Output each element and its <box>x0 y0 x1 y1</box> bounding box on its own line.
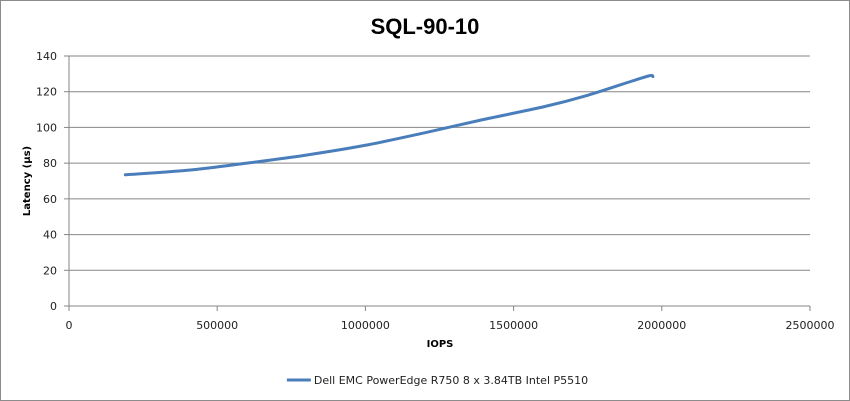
axes <box>68 56 810 307</box>
y-tick-label: 40 <box>43 229 57 242</box>
legend: Dell EMC PowerEdge R750 8 x 3.84TB Intel… <box>286 374 588 387</box>
y-tick-label: 60 <box>43 193 57 206</box>
y-tick-label: 0 <box>50 300 57 313</box>
legend-label: Dell EMC PowerEdge R750 8 x 3.84TB Intel… <box>314 374 588 387</box>
series-line <box>123 73 655 177</box>
x-tick-label: 0 <box>66 319 73 332</box>
x-tick-label: 2000000 <box>637 319 686 332</box>
y-tick-label: 80 <box>43 157 57 170</box>
x-tick-labels: 0 500000 1000000 1500000 2000000 2500000 <box>66 306 835 332</box>
series-layer <box>123 73 655 177</box>
y-tick-label: 140 <box>36 50 57 63</box>
x-axis-label: IOPS <box>427 339 454 350</box>
y-tick-labels: 0 20 40 60 80 100 120 140 <box>36 50 69 313</box>
x-tick-label: 2500000 <box>786 319 835 332</box>
x-tick-label: 1000000 <box>341 319 390 332</box>
y-tick-label: 20 <box>43 264 57 277</box>
grid-lines <box>69 55 810 271</box>
x-tick-label: 1500000 <box>489 319 538 332</box>
y-tick-label: 120 <box>36 86 57 99</box>
chart-title: SQL-90-10 <box>371 14 480 39</box>
y-axis-label: Latency (µs) <box>22 146 33 216</box>
x-tick-label: 500000 <box>196 319 238 332</box>
y-tick-label: 100 <box>36 121 57 134</box>
